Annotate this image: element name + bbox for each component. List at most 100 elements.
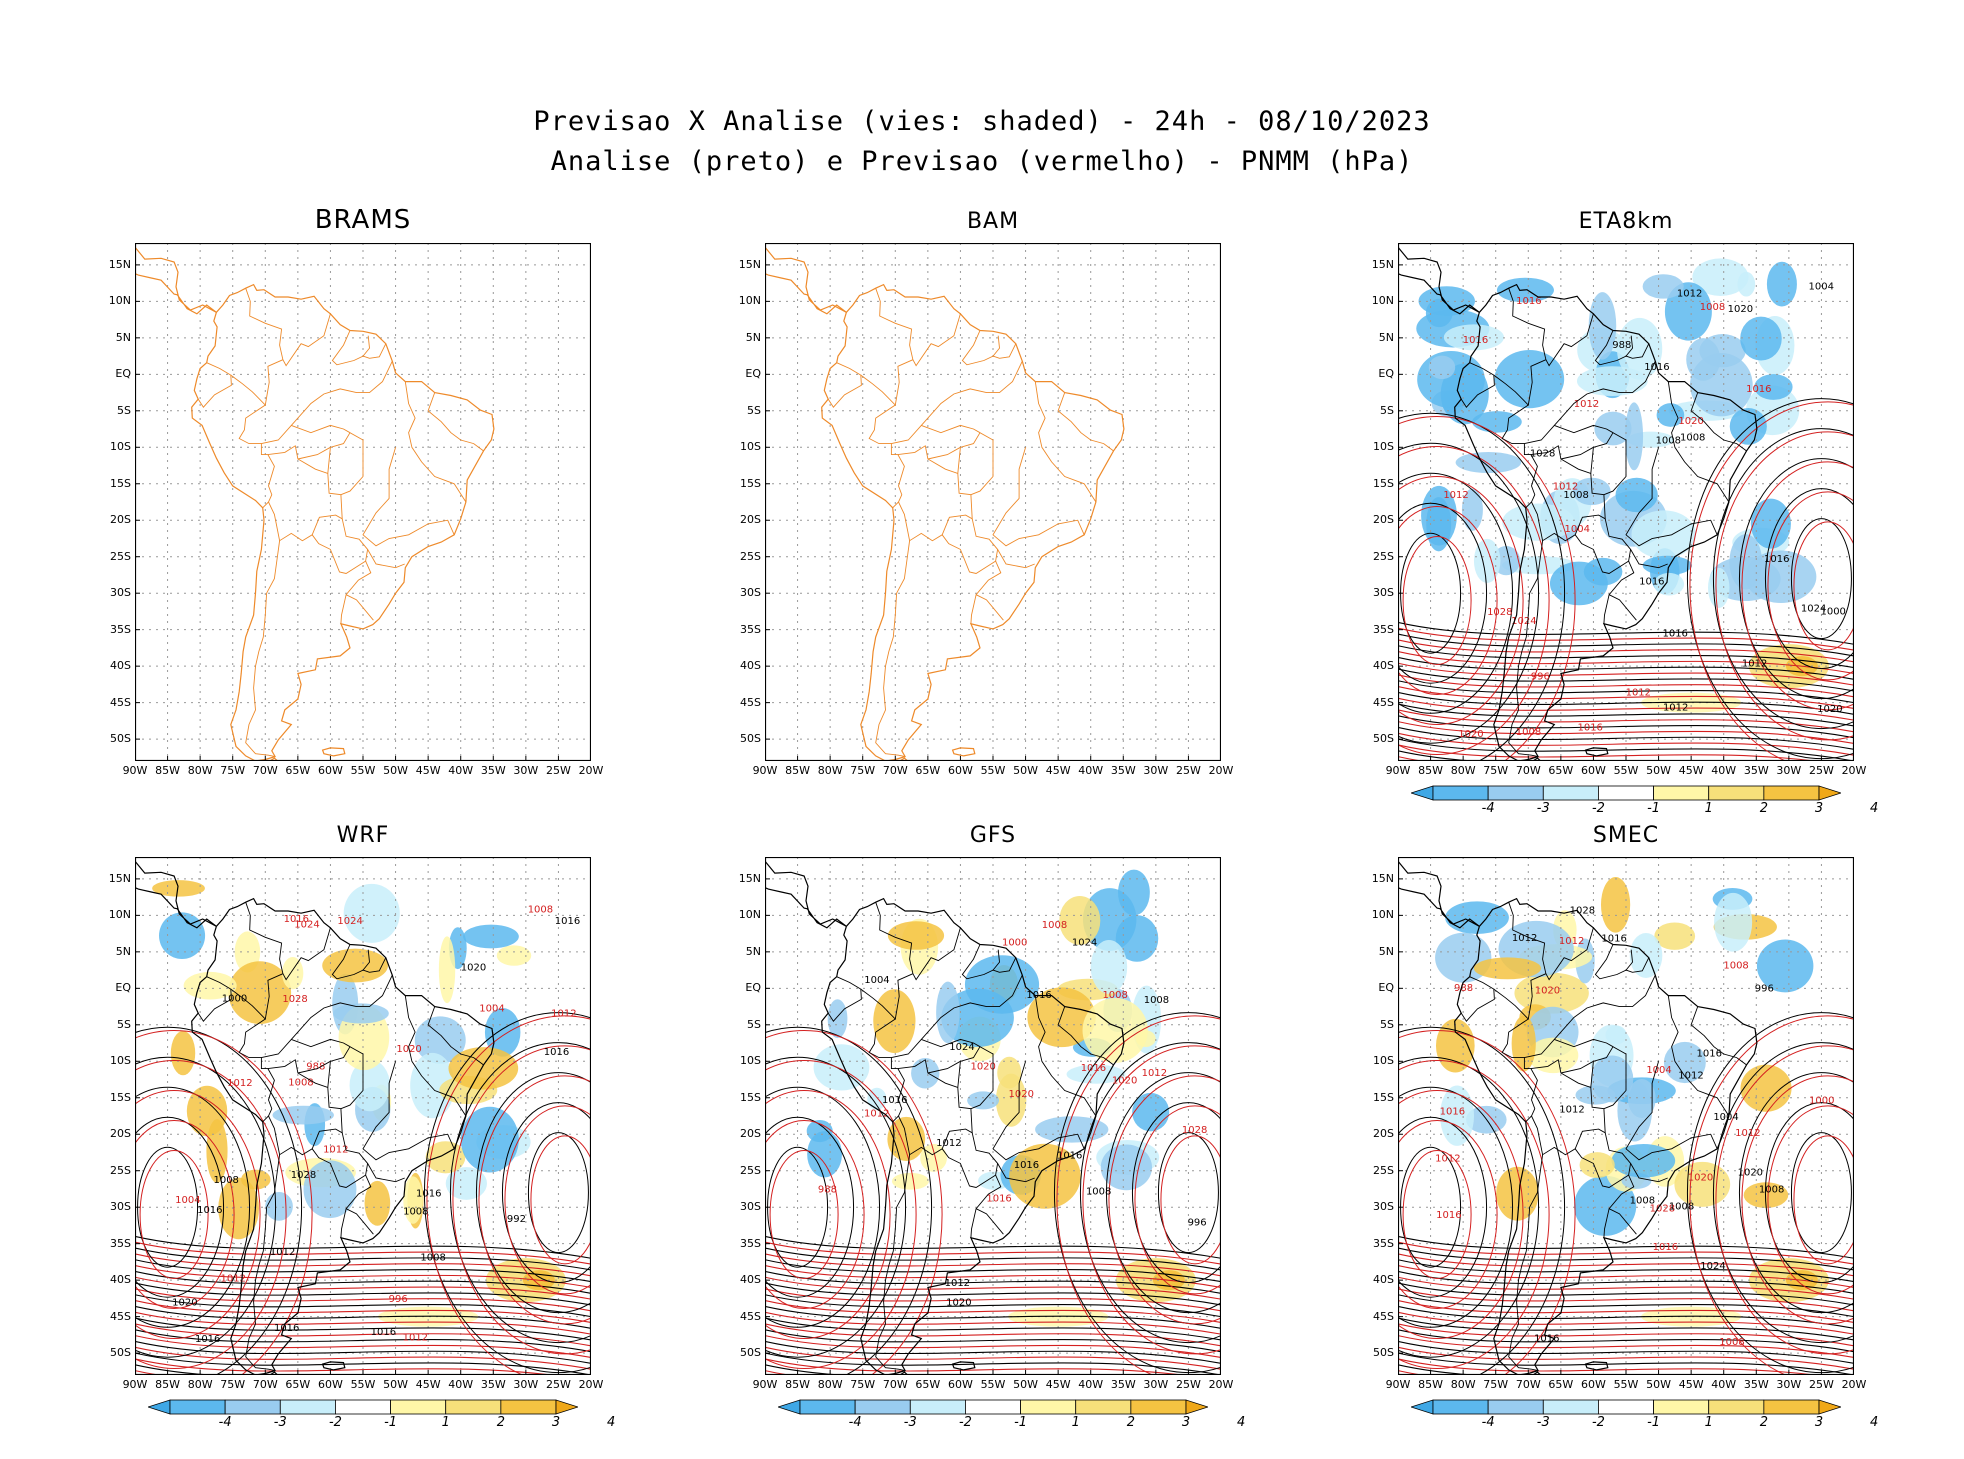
bias-patch	[1027, 987, 1096, 1048]
isobar-forecast	[1398, 1346, 1854, 1370]
colorbar-arrow-left	[1409, 785, 1434, 801]
coastline	[951, 747, 976, 757]
lon-tick-label: 90W	[752, 1378, 778, 1391]
country-border	[297, 446, 331, 460]
lat-tick-label: 20S	[110, 513, 131, 527]
coastline	[951, 1361, 976, 1371]
lat-tick-label: 10N	[738, 294, 761, 308]
bias-patch	[1663, 1041, 1706, 1084]
lon-tick-label: 30W	[513, 1378, 539, 1391]
country-border	[1594, 944, 1633, 980]
lat-tick-label: 45S	[1373, 695, 1394, 709]
contour-label: 1008	[1144, 995, 1169, 1006]
isobar-forecast	[1398, 1276, 1854, 1300]
colorbar-segment	[1653, 1399, 1710, 1415]
map-svg	[765, 243, 1221, 761]
country-border	[827, 976, 862, 1022]
country-border	[875, 540, 911, 758]
contour-label: 1024	[337, 916, 362, 927]
country-border	[267, 445, 343, 542]
country-border	[875, 1154, 911, 1372]
lon-tick-label: 85W	[1418, 764, 1443, 777]
lat-tick-label: 5S	[747, 403, 761, 417]
coastline	[1454, 283, 1758, 761]
colorbar-svg	[146, 1399, 580, 1415]
panel-title: SMEC	[1592, 823, 1660, 848]
isobar-analysis	[135, 1270, 591, 1294]
lat-tick-label: 25S	[1373, 1163, 1394, 1177]
colorbar-label: 3	[1814, 801, 1824, 816]
bias-patch	[1082, 998, 1148, 1063]
lat-tick-label: 50S	[110, 732, 131, 746]
isobar-analysis	[135, 1364, 484, 1375]
isobar-analysis	[1398, 1026, 1566, 1375]
isobar-forecast	[1398, 686, 1854, 710]
contour-label: 1004	[864, 975, 889, 986]
country-border	[427, 1006, 484, 1066]
country-border	[327, 432, 364, 496]
bias-patch	[1009, 1143, 1081, 1209]
isobar-forecast	[530, 1135, 591, 1265]
bias-patch	[1664, 282, 1712, 341]
isobar-analysis	[1398, 1317, 1854, 1341]
country-border	[1460, 362, 1495, 408]
isobar-forecast	[1398, 1265, 1854, 1288]
isobar-analysis	[527, 1132, 589, 1254]
lon-tick-label: 80W	[817, 764, 843, 777]
lon-tick-label: 90W	[122, 1378, 148, 1391]
lon-tick-label: 35W	[1743, 1378, 1769, 1391]
colorbar-label: -1	[1647, 801, 1661, 816]
contour-label: 1028	[1487, 607, 1512, 618]
isobar-analysis	[1398, 1340, 1854, 1364]
bias-patch	[807, 1131, 842, 1178]
contour-label: 1020	[1688, 1173, 1713, 1184]
panel-bam: BAM 15N 10N 5N EQ 5S 10S 15S 20S 25S 30S 35S 40S 45S 5…	[725, 207, 1261, 845]
lon-tick-label: 85W	[785, 764, 810, 777]
country-border	[912, 313, 961, 367]
country-border	[345, 1174, 374, 1235]
isobar-forecast	[1398, 476, 1524, 725]
country-border	[1608, 560, 1637, 621]
bias-patch	[1494, 350, 1565, 409]
colorbar: -4 -3 -2 -1 1 2 3 4	[1409, 785, 1878, 816]
contour-label: 1024	[1072, 937, 1097, 948]
country-border	[1460, 976, 1495, 1022]
contour-label: 1008	[1563, 490, 1588, 501]
isobar-analysis	[1398, 472, 1514, 714]
contour-label: 1020	[1458, 729, 1483, 740]
contour-label: 1012	[270, 1247, 295, 1258]
lon-tick-label: 40W	[448, 764, 474, 777]
map-frame: 1012 1008 1008 1012 1012 1016 1016 1012 1008 1016…	[1398, 857, 1854, 1375]
isobar-forecast	[1689, 401, 1854, 761]
colorbar-label: 1	[1704, 1415, 1713, 1430]
country-border	[1034, 381, 1097, 503]
bias-patch	[1756, 939, 1814, 993]
colorbar-arrow-left	[146, 1399, 171, 1415]
lon-tick-label: 20W	[1208, 764, 1234, 777]
contour-label: 1008	[288, 1078, 313, 1089]
bias-patch	[1631, 510, 1696, 559]
contour-label: 1008	[1086, 1186, 1111, 1197]
isobar-forecast	[1398, 697, 1854, 721]
contour-label: 1008	[1719, 1337, 1744, 1348]
isobar-analysis	[135, 1086, 251, 1328]
colorbar-label: 1	[1071, 1415, 1080, 1430]
bias-patch	[343, 883, 400, 943]
bias-patch	[995, 1073, 1027, 1127]
contour-label: 996	[1188, 1217, 1207, 1228]
lat-tick-label: 15N	[108, 257, 131, 271]
lat-tick-label: 5N	[115, 330, 131, 344]
contour-label: 1020	[172, 1298, 197, 1309]
country-border	[362, 1061, 455, 1161]
country-border	[1690, 392, 1747, 452]
isobar-forecast	[1793, 1135, 1854, 1265]
country-border	[1057, 392, 1114, 452]
bias-patch	[272, 1105, 334, 1125]
bias-patch	[1766, 261, 1797, 307]
colorbar-arrow-right	[1818, 1399, 1843, 1415]
colorbar-segment	[169, 1399, 226, 1415]
lat-tick-label: 30S	[740, 1200, 761, 1214]
contour-label: 1000	[222, 994, 247, 1005]
bias-patch	[448, 1047, 519, 1090]
bias-patch	[1549, 561, 1608, 606]
